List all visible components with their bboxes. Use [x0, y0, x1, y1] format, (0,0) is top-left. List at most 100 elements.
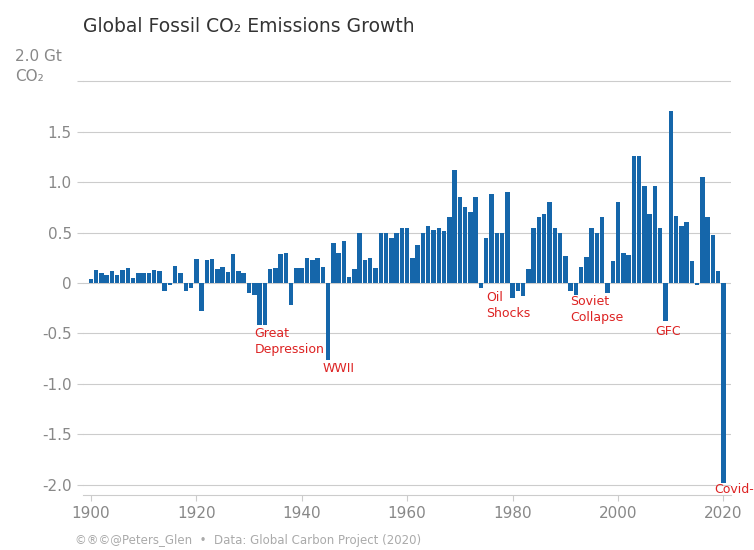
Bar [204, 260, 209, 283]
Bar [569, 283, 573, 291]
Bar [94, 270, 98, 283]
Bar [109, 271, 114, 283]
Text: Oil
Shocks: Oil Shocks [486, 291, 531, 320]
Bar [231, 254, 235, 283]
Bar [563, 256, 568, 283]
Bar [125, 268, 130, 283]
Bar [299, 268, 304, 283]
Bar [342, 241, 346, 283]
Bar [510, 283, 515, 298]
Bar [637, 156, 642, 283]
Bar [257, 283, 262, 326]
Bar [294, 268, 299, 283]
Bar [700, 177, 705, 283]
Bar [627, 255, 631, 283]
Bar [320, 267, 325, 283]
Bar [690, 261, 694, 283]
Bar [120, 270, 124, 283]
Bar [410, 258, 415, 283]
Bar [326, 283, 330, 360]
Bar [167, 283, 172, 285]
Bar [605, 283, 610, 293]
Bar [426, 227, 431, 283]
Text: Covid-19: Covid-19 [714, 483, 754, 496]
Bar [553, 228, 557, 283]
Bar [474, 197, 478, 283]
Bar [384, 233, 388, 283]
Bar [336, 253, 341, 283]
Bar [115, 275, 119, 283]
Bar [247, 283, 251, 293]
Bar [373, 268, 378, 283]
Text: Global Fossil CO₂ Emissions Growth: Global Fossil CO₂ Emissions Growth [83, 17, 415, 36]
Bar [210, 259, 214, 283]
Bar [468, 212, 473, 283]
Bar [136, 273, 140, 283]
Bar [331, 243, 336, 283]
Bar [363, 260, 367, 283]
Text: WWII: WWII [323, 362, 355, 375]
Bar [278, 254, 283, 283]
Bar [590, 228, 594, 283]
Bar [289, 283, 293, 305]
Bar [679, 227, 684, 283]
Bar [648, 214, 652, 283]
Bar [532, 228, 536, 283]
Bar [669, 112, 673, 283]
Bar [146, 273, 151, 283]
Bar [479, 283, 483, 288]
Bar [315, 258, 320, 283]
Bar [516, 283, 520, 291]
Bar [236, 271, 241, 283]
Bar [252, 283, 256, 295]
Bar [658, 228, 663, 283]
Bar [152, 270, 156, 283]
Bar [130, 278, 135, 283]
Bar [584, 257, 589, 283]
Bar [188, 283, 193, 288]
Bar [141, 273, 146, 283]
Bar [241, 273, 246, 283]
Bar [273, 268, 277, 283]
Bar [178, 273, 182, 283]
Bar [352, 269, 357, 283]
Bar [415, 245, 420, 283]
Bar [489, 194, 494, 283]
Bar [368, 258, 372, 283]
Bar [458, 197, 462, 283]
Text: ©®©@Peters_Glen  •  Data: Global Carbon Project (2020): ©®©@Peters_Glen • Data: Global Carbon Pr… [75, 534, 421, 547]
Bar [431, 229, 436, 283]
Bar [394, 233, 399, 283]
Text: 2.0 Gt
CO₂: 2.0 Gt CO₂ [15, 49, 62, 84]
Bar [421, 233, 425, 283]
Bar [310, 260, 314, 283]
Bar [547, 202, 552, 283]
Bar [405, 228, 409, 283]
Bar [89, 279, 93, 283]
Text: GFC: GFC [655, 326, 681, 338]
Bar [225, 272, 230, 283]
Bar [632, 156, 636, 283]
Bar [215, 269, 219, 283]
Bar [162, 283, 167, 291]
Bar [357, 233, 362, 283]
Bar [505, 192, 510, 283]
Bar [685, 222, 689, 283]
Bar [268, 269, 272, 283]
Bar [642, 186, 647, 283]
Text: Great
Depression: Great Depression [254, 327, 324, 356]
Bar [600, 217, 605, 283]
Bar [706, 217, 710, 283]
Bar [484, 238, 489, 283]
Bar [463, 207, 467, 283]
Bar [500, 233, 504, 283]
Bar [447, 217, 452, 283]
Bar [542, 214, 547, 283]
Bar [711, 234, 716, 283]
Bar [558, 233, 562, 283]
Bar [653, 186, 657, 283]
Bar [284, 253, 288, 283]
Bar [157, 271, 161, 283]
Bar [437, 228, 441, 283]
Text: Soviet
Collapse: Soviet Collapse [571, 295, 624, 324]
